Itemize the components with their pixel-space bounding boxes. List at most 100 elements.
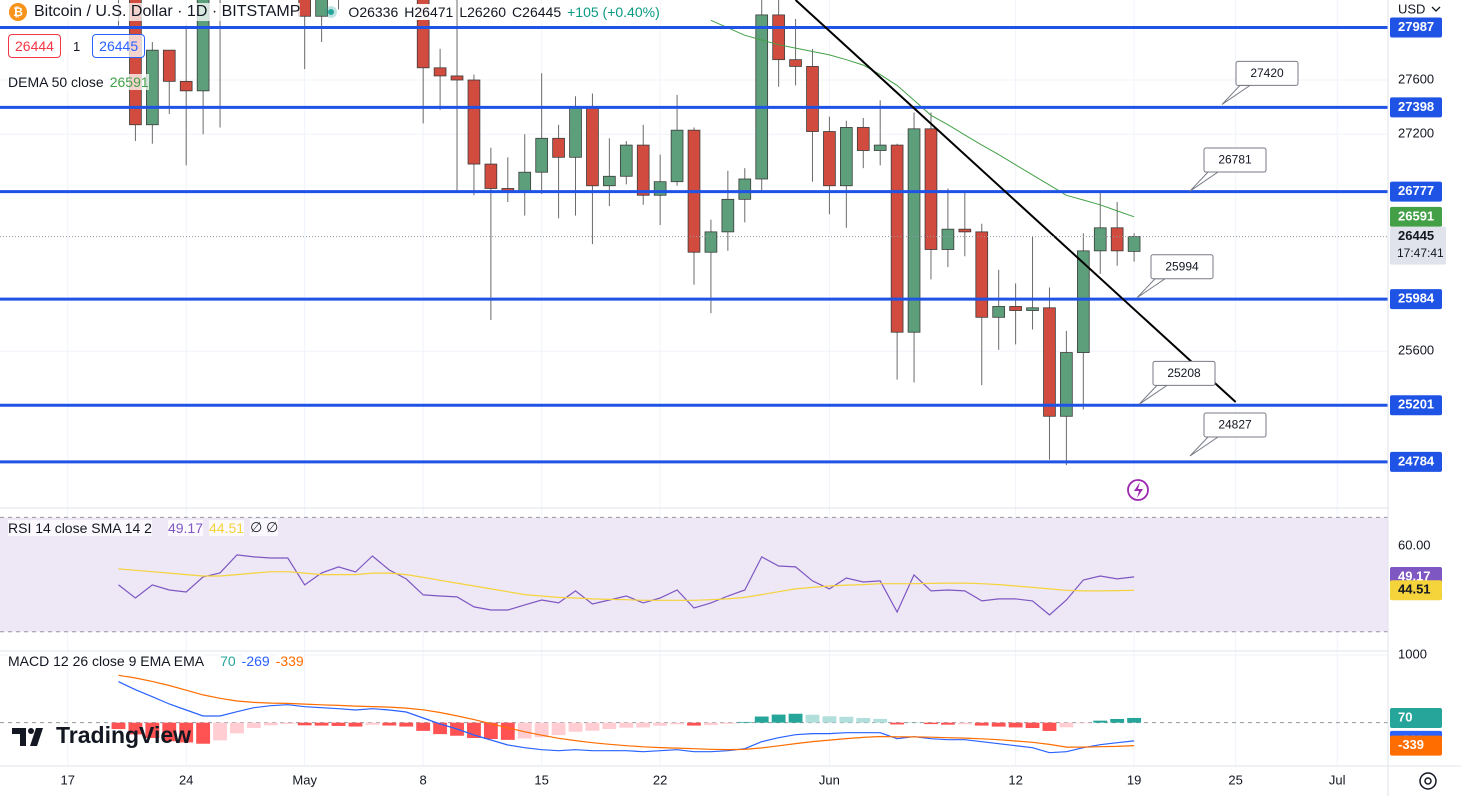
macd-name[interactable]: MACD 12 26 close 9 EMA EMA [8, 653, 205, 669]
price-badge-label: 70 [1398, 709, 1412, 724]
price-badge-label: 27398 [1398, 99, 1434, 114]
ohlc-prefix: H [404, 4, 415, 20]
x-tick-label: 17 [60, 772, 74, 787]
candle-body [975, 231, 989, 318]
candle-body [772, 14, 785, 61]
countdown-label: 17:47:41 [1397, 246, 1444, 260]
settings-icon[interactable] [1419, 772, 1437, 790]
dema-name[interactable]: DEMA 50 close [8, 74, 104, 90]
logo-dot [28, 728, 34, 734]
ohlc-close: C26445 [512, 4, 562, 20]
candle-body [924, 128, 938, 250]
rsi-legend: RSI 14 close SMA 14 2 49.17 44.51 ∅ ∅ [8, 519, 279, 536]
macd-histogram-bar [1025, 722, 1040, 729]
macd-histogram-bar [653, 722, 668, 726]
macd-histogram-bar [399, 722, 414, 727]
macd-histogram-bar [128, 722, 143, 735]
ohlc-prefix: C [512, 4, 523, 20]
macd-histogram-bar [1110, 718, 1125, 723]
macd-value: -269 [241, 653, 270, 669]
callout-pointer [1136, 278, 1167, 299]
symbol-title[interactable]: Bitcoin / U.S. Dollar · 1D · BITSTAMP [34, 3, 301, 21]
price-badge-label: 24784 [1398, 453, 1435, 468]
ohlc-value: 26445 [522, 4, 562, 20]
macd-histogram-bar [991, 722, 1006, 727]
candle-body [619, 144, 633, 177]
price-pane: 27420 26781 25994 25208 24827 [0, 0, 1388, 466]
x-tick-label: 8 [420, 772, 427, 787]
sell-button[interactable]: 26444 [8, 34, 61, 58]
callout-label: 27420 [1250, 66, 1284, 80]
callout-box [1152, 360, 1216, 386]
dema-value: 26591 [109, 74, 149, 90]
ohlc-value: 26336 [359, 4, 399, 20]
settings-icon-core [1424, 777, 1432, 785]
x-tick-label: May [292, 772, 317, 787]
macd-histogram-bar [687, 722, 701, 726]
callout-label: 24827 [1218, 418, 1252, 432]
callout-label: 26781 [1218, 153, 1252, 167]
x-tick-label: 15 [534, 772, 548, 787]
x-tick-label: 12 [1008, 772, 1022, 787]
x-tick-label: Jul [1329, 772, 1346, 787]
price-badge [1390, 735, 1442, 756]
candle-body [552, 137, 565, 158]
macd-histogram-bar [974, 722, 989, 726]
currency-label[interactable]: USD [1398, 1, 1425, 16]
macd-histogram-bar [788, 713, 803, 723]
symbol-legend: ₿ Bitcoin / U.S. Dollar · 1D · BITSTAMP … [8, 2, 660, 22]
alert-bolt [1134, 482, 1143, 498]
ohlc-open: O26336 [348, 4, 399, 20]
price-badge-label: 26777 [1398, 183, 1434, 198]
svg-text:₿: ₿ [13, 5, 23, 19]
macd-histogram-bar [196, 722, 211, 744]
currency-chevron[interactable] [1431, 6, 1441, 12]
macd-histogram-bar [957, 722, 972, 725]
price-badge [1390, 226, 1446, 265]
candle-body [755, 14, 769, 180]
macd-histogram-bar [500, 722, 515, 740]
buy-button[interactable]: 26445 [92, 34, 146, 58]
candle-body [569, 106, 582, 158]
y-tick-label: 27600 [1398, 71, 1434, 86]
candle-body [873, 144, 887, 151]
ohlc-low: L26260 [459, 4, 507, 20]
price-axis: 27600 27200 25600 60.00 1000 27987 27398 26777 2… [1390, 17, 1446, 756]
x-tick-label: 19 [1127, 772, 1141, 787]
candle-body [467, 79, 481, 165]
candle-body [721, 198, 735, 233]
macd-histogram-bar [162, 722, 177, 742]
candle-body [1009, 306, 1022, 311]
x-tick-label: 22 [653, 772, 667, 787]
macd-histogram-bar [365, 722, 380, 725]
bitcoin-icon: ₿ [9, 3, 27, 21]
rsi-name[interactable]: RSI 14 close SMA 14 2 [8, 519, 152, 536]
macd-histogram-bar [433, 722, 448, 735]
candle-body [840, 127, 853, 187]
candle-body [586, 106, 599, 187]
macd-histogram-bar [297, 722, 312, 726]
logo-mark [12, 728, 43, 746]
price-badge [1390, 97, 1442, 118]
candle-body [1127, 236, 1141, 252]
callout-box [1203, 412, 1267, 438]
visibility-icon[interactable] [320, 2, 342, 22]
macd-histogram-bar [145, 722, 160, 738]
alert-icon[interactable] [1127, 479, 1149, 501]
rsi-sma-line [118, 568, 1135, 601]
macd-histogram-bar [754, 716, 769, 723]
price-badge [1390, 289, 1442, 310]
y-tick-label: 60.00 [1398, 537, 1431, 552]
price-badge-label: -339 [1398, 737, 1424, 752]
macd-histogram-bar [280, 722, 295, 724]
candle-body [636, 144, 650, 196]
macd-histogram-bar [619, 722, 634, 728]
candle-body [670, 129, 684, 183]
macd-histogram-bar [585, 722, 600, 731]
ohlc-prefix: L [459, 4, 468, 20]
macd-signal-value: -339 [275, 653, 304, 669]
price-badge [1390, 707, 1442, 728]
rsi-value: 49.17 [167, 519, 204, 536]
candle-body [789, 59, 802, 67]
